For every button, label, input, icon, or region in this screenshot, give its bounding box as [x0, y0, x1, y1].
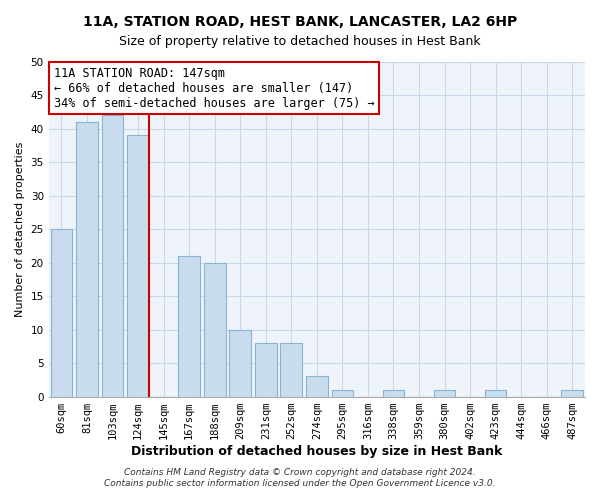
Text: Size of property relative to detached houses in Hest Bank: Size of property relative to detached ho… — [119, 35, 481, 48]
Y-axis label: Number of detached properties: Number of detached properties — [15, 142, 25, 316]
Bar — [280, 343, 302, 396]
Text: 11A STATION ROAD: 147sqm
← 66% of detached houses are smaller (147)
34% of semi-: 11A STATION ROAD: 147sqm ← 66% of detach… — [54, 66, 374, 110]
Bar — [229, 330, 251, 396]
Bar — [101, 115, 124, 396]
Bar — [434, 390, 455, 396]
Bar — [255, 343, 277, 396]
Bar — [204, 262, 226, 396]
X-axis label: Distribution of detached houses by size in Hest Bank: Distribution of detached houses by size … — [131, 444, 503, 458]
Bar — [306, 376, 328, 396]
Bar — [50, 229, 72, 396]
Bar — [562, 390, 583, 396]
Bar — [332, 390, 353, 396]
Bar — [485, 390, 506, 396]
Bar — [76, 122, 98, 396]
Bar — [383, 390, 404, 396]
Text: Contains HM Land Registry data © Crown copyright and database right 2024.
Contai: Contains HM Land Registry data © Crown c… — [104, 468, 496, 487]
Bar — [127, 135, 149, 396]
Text: 11A, STATION ROAD, HEST BANK, LANCASTER, LA2 6HP: 11A, STATION ROAD, HEST BANK, LANCASTER,… — [83, 15, 517, 29]
Bar — [178, 256, 200, 396]
